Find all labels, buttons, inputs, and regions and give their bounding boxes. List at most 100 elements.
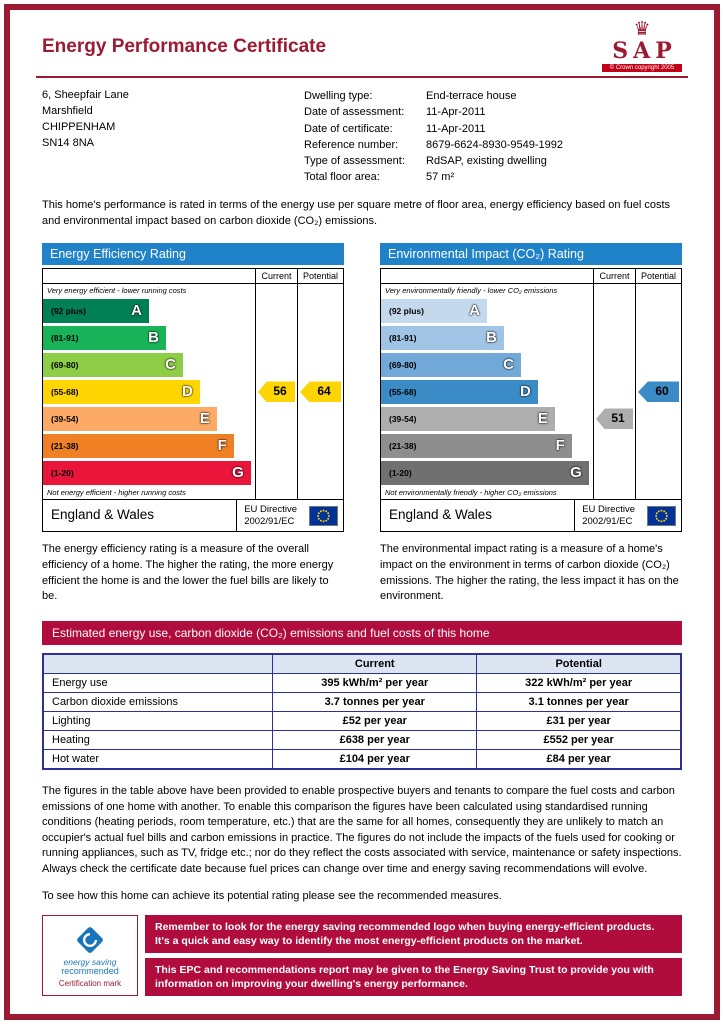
est-paragraph: Remember to look for the energy saving r… (145, 914, 682, 953)
certification-mark-label: Certification mark (58, 979, 122, 989)
rating-charts: Energy Efficiency Rating Current Potenti… (42, 243, 682, 533)
potential-header-cell: Potential (476, 653, 682, 674)
est-paragraph: This EPC and recommendations report may … (145, 957, 682, 997)
chart-column-headers: Current Potential (43, 269, 343, 285)
band-range: (21-38) (51, 440, 79, 451)
band-range: (69-80) (389, 359, 417, 370)
detail-label: Total floor area: (304, 171, 380, 184)
row-current-value: £104 per year (272, 748, 478, 770)
chart-body: Very energy efficient - lower running co… (43, 284, 343, 500)
band-range: (92 plus) (389, 305, 424, 316)
environmental-rating-description: The environmental impact rating is a mea… (380, 543, 679, 603)
rating-bands: Very energy efficient - lower running co… (43, 284, 255, 499)
property-address: 6, Sheepfair Lane Marshfield CHIPPENHAM … (42, 88, 304, 186)
assessment-details: Dwelling type: End-terrace house Date of … (304, 88, 682, 186)
est-text-column: Remember to look for the energy saving r… (145, 914, 682, 997)
chart-footer: England & Wales EU Directive 2002/91/EC (381, 499, 681, 532)
band-row: (21-38) F (43, 432, 255, 459)
blank-header-cell (42, 653, 274, 674)
eu-directive-line: 2002/91/EC (244, 515, 295, 527)
band-a: (92 plus) A (381, 298, 487, 323)
row-current-value: £638 per year (272, 729, 478, 750)
band-letter: G (570, 464, 582, 482)
band-range: (92 plus) (51, 305, 86, 316)
header-divider (36, 76, 688, 78)
band-b: (81-91) B (381, 325, 504, 350)
detail-value: 57 m² (426, 171, 455, 184)
chart-box: Current Potential Very energy efficient … (42, 268, 344, 533)
potential-column: 64 (297, 284, 343, 500)
band-letter: C (165, 356, 176, 374)
energy-saving-trust-box: energy saving recommended Certification … (42, 914, 682, 997)
row-label: Lighting (42, 710, 274, 731)
band-range: (1-20) (51, 467, 74, 478)
energy-efficiency-chart: Energy Efficiency Rating Current Potenti… (42, 243, 344, 533)
band-row: (92 plus) A (381, 297, 593, 324)
est-logo-line: recommended (61, 966, 119, 977)
property-summary: 6, Sheepfair Lane Marshfield CHIPPENHAM … (36, 88, 688, 186)
band-row: (39-54) E (43, 405, 255, 432)
energy-rating-description: The energy efficiency rating is a measur… (42, 543, 334, 603)
row-label: Energy use (42, 672, 274, 693)
band-row: (1-20) G (381, 459, 593, 486)
bottom-note: Not energy efficient - higher running co… (47, 488, 186, 498)
sap-copyright: © Crown copyright 2005 (602, 64, 682, 72)
band-e: (39-54) E (381, 406, 555, 431)
band-range: (55-68) (389, 386, 417, 397)
band-letter: C (503, 356, 514, 374)
top-note: Very energy efficient - lower running co… (47, 286, 187, 296)
chart-box: Current Potential Very environmentally f… (380, 268, 682, 533)
eu-flag-icon (304, 500, 343, 531)
detail-label: Date of certificate: (304, 122, 393, 135)
table-row: Energy use 395 kWh/m² per year 322 kWh/m² … (42, 672, 682, 693)
band-d: (55-68) D (381, 379, 538, 404)
detail-value: 11-Apr-2011 (426, 106, 486, 119)
band-letter: A (131, 302, 142, 320)
row-potential-value: 322 kWh/m² per year (476, 672, 682, 693)
chart-footer: England & Wales EU Directive 2002/91/EC (43, 499, 343, 532)
detail-value: End-terrace house (426, 90, 517, 102)
row-potential-value: 3.1 tonnes per year (476, 691, 682, 712)
band-row: (1-20) G (43, 459, 255, 486)
potential-rating-pointer: 60 (638, 381, 679, 403)
header: Energy Performance Certificate ♛ SAP © C… (36, 18, 688, 72)
sap-logo: ♛ SAP © Crown copyright 2005 (602, 20, 682, 72)
detail-row: Date of certificate: 11-Apr-2011 (304, 121, 682, 137)
potential-column-header: Potential (297, 269, 343, 284)
crown-icon: ♛ (633, 19, 651, 40)
table-header-row: Current Potential (42, 653, 682, 674)
region-label: England & Wales (51, 507, 155, 523)
address-line: CHIPPENHAM (42, 120, 116, 133)
eu-directive-line: EU Directive (244, 504, 297, 516)
region-label: England & Wales (389, 507, 493, 523)
band-row: (81-91) B (381, 324, 593, 351)
band-row: (69-80) C (43, 351, 255, 378)
band-f: (21-38) F (43, 433, 234, 458)
row-potential-value: £31 per year (476, 710, 682, 731)
chart-column-headers: Current Potential (381, 269, 681, 285)
chart-body: Very environmentally friendly - lower CO… (381, 284, 681, 500)
detail-row: Date of assessment: 11-Apr-2011 (304, 104, 682, 120)
band-row: (81-91) B (43, 324, 255, 351)
band-letter: G (232, 464, 244, 482)
row-label: Hot water (42, 748, 274, 770)
row-potential-value: £552 per year (476, 729, 682, 750)
band-letter: B (486, 329, 497, 347)
row-potential-value: £84 per year (476, 748, 682, 770)
estimates-table: Current Potential Energy use 395 kWh/m² p… (42, 652, 682, 770)
rating-bands: Very environmentally friendly - lower CO… (381, 284, 593, 499)
current-column-header: Current (593, 269, 635, 284)
potential-rating-note: To see how this home can achieve its pot… (42, 889, 502, 902)
bands-header-spacer (43, 269, 255, 283)
band-c: (69-80) C (43, 352, 183, 377)
band-c: (69-80) C (381, 352, 521, 377)
band-b: (81-91) B (43, 325, 166, 350)
row-label: Carbon dioxide emissions (42, 691, 274, 712)
band-f: (21-38) F (381, 433, 572, 458)
band-range: (69-80) (51, 359, 79, 370)
band-a: (92 plus) A (43, 298, 149, 323)
band-letter: A (469, 302, 480, 320)
current-column: 51 (593, 284, 635, 500)
band-range: (81-91) (51, 332, 79, 343)
est-logo-line: energy saving (63, 956, 117, 967)
